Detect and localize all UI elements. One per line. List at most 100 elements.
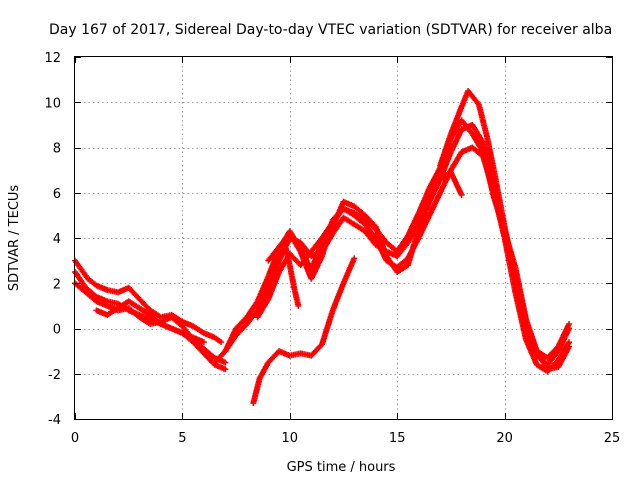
data-point <box>218 339 225 346</box>
data-point <box>351 255 358 262</box>
data-point-trail <box>342 215 356 227</box>
data-point-trail <box>476 103 490 140</box>
y-tick-label: 10 <box>44 96 61 111</box>
data-point-trail <box>309 342 324 358</box>
data-point-trail <box>470 123 486 145</box>
data-point-trail <box>470 132 486 154</box>
data-point-trail <box>265 270 282 301</box>
data-point-trail <box>427 177 443 204</box>
data-point-trail <box>234 315 249 331</box>
y-tick-label: -2 <box>48 368 61 383</box>
axis-ticks: 0 5 10 15 20 25 -4 -2 0 2 4 6 8 10 12 <box>44 51 620 446</box>
data-point-trail <box>309 236 324 254</box>
data-point-trail <box>266 245 281 263</box>
data-point-trail <box>191 340 206 356</box>
data-point-trail <box>395 263 410 274</box>
data-point-trail <box>330 216 346 235</box>
data-point-trail <box>363 229 378 247</box>
data-point-trail <box>466 89 481 107</box>
data-point-trail <box>556 345 572 369</box>
data-point <box>295 302 302 309</box>
data-point-trail <box>105 306 120 317</box>
data-point-trail <box>501 225 518 278</box>
x-tick-label: 5 <box>178 431 186 446</box>
data-point-trail <box>545 349 561 367</box>
data-point-trail <box>148 308 163 320</box>
data-point-trail <box>73 259 84 272</box>
data-point-trail <box>373 236 389 263</box>
data-point-trail <box>212 349 228 365</box>
series-arc-10 <box>250 255 358 407</box>
data-point-trail <box>191 324 206 336</box>
data-point-trail <box>512 275 529 324</box>
data-point-trail <box>265 259 282 290</box>
data-point-trail <box>319 308 336 346</box>
y-tick-label: 12 <box>44 51 61 66</box>
data-point-trail <box>556 322 572 349</box>
y-tick-label: 2 <box>53 277 61 292</box>
y-tick-label: 6 <box>53 187 61 202</box>
data-point-trail <box>202 347 217 360</box>
data-point-trail <box>395 240 410 258</box>
data-point-trail <box>86 276 98 288</box>
data-point-trail <box>244 299 260 319</box>
data-point-trail <box>291 286 301 308</box>
x-tick-label: 15 <box>389 431 406 446</box>
data-point-trail <box>416 186 432 215</box>
data-point-trail <box>84 285 99 299</box>
data-point-trail <box>512 290 529 342</box>
data-point-trail <box>255 275 271 303</box>
data-point <box>566 343 573 350</box>
data-point-trail <box>84 290 99 304</box>
data-point-trail <box>287 263 297 290</box>
data-point-trail <box>213 335 223 344</box>
data-point-trail <box>282 245 293 267</box>
data-point-trail <box>127 299 141 311</box>
data-point-trail <box>373 227 389 245</box>
data-point <box>458 192 465 199</box>
data-point-trail <box>395 234 410 254</box>
x-tick-label: 10 <box>282 431 299 446</box>
data-point-trail <box>363 218 378 231</box>
data-point-trail <box>319 218 336 258</box>
plot-frame <box>74 56 613 420</box>
x-tick-label: 20 <box>496 431 513 446</box>
data-point-trail <box>330 281 346 312</box>
data-point <box>200 339 207 346</box>
data-point-trail <box>137 297 152 313</box>
data-point-trail <box>523 320 540 353</box>
data-point-trail <box>416 200 432 231</box>
data-point-trail <box>308 241 325 272</box>
data-point-trail <box>148 313 163 326</box>
data-point-trail <box>352 204 367 218</box>
data-point-trail <box>234 322 249 337</box>
x-axis-label: GPS time / hours <box>287 460 396 475</box>
data-point-trail <box>257 360 271 380</box>
data-points <box>72 87 573 407</box>
data-point-trail <box>405 211 421 238</box>
chart-title: Day 167 of 2017, Sidereal Day-to-day VTE… <box>49 22 612 38</box>
data-point-trail <box>352 211 367 222</box>
data-point-trail <box>138 306 152 317</box>
data-point-trail <box>484 137 497 172</box>
series-arc-4 <box>93 298 207 346</box>
data-point-trail <box>437 132 454 167</box>
data-point-trail <box>491 168 508 229</box>
data-point-trail <box>255 286 271 312</box>
data-point-trail <box>255 297 271 319</box>
data-point <box>566 320 573 327</box>
data-point-trail <box>244 308 260 326</box>
data-point-trail <box>341 256 357 285</box>
y-tick-label: 4 <box>53 232 61 247</box>
series-arc-1 <box>72 257 225 346</box>
series-arc-9 <box>282 244 302 309</box>
series-arc-11 <box>437 87 573 373</box>
data-point-trail <box>170 315 185 329</box>
data-point-trail <box>265 247 282 278</box>
data-point-trail <box>427 191 443 217</box>
data-point <box>222 366 229 373</box>
y-tick-label: 0 <box>53 323 61 338</box>
data-point-trail <box>523 338 540 367</box>
y-tick-label: -4 <box>48 413 61 428</box>
